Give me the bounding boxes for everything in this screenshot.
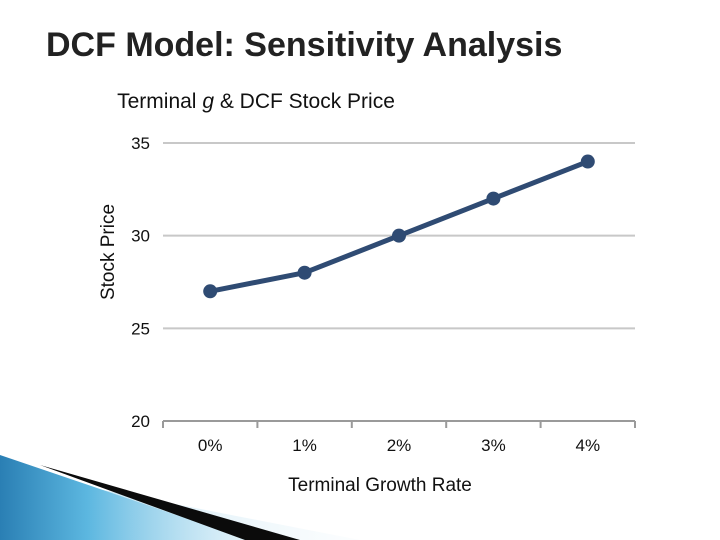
x-tick-label: 1%: [292, 436, 317, 455]
y-tick-label: 35: [131, 134, 150, 153]
y-tick-label: 30: [131, 227, 150, 246]
chart-title-italic: g: [202, 90, 214, 113]
data-point: [203, 284, 218, 299]
x-tick-label: 4%: [576, 436, 601, 455]
data-point: [580, 154, 595, 169]
y-tick-label: 20: [131, 412, 150, 431]
y-axis-ticks: 20 25 30 35: [131, 134, 150, 431]
x-tick-label: 0%: [198, 436, 223, 455]
data-point: [486, 191, 501, 206]
x-tick-label: 2%: [387, 436, 412, 455]
y-tick-label: 25: [131, 319, 150, 338]
x-axis-ticks: 0% 1% 2% 3% 4%: [198, 436, 600, 455]
series-stock-price: [203, 154, 595, 299]
x-axis-title: Terminal Growth Rate: [288, 475, 472, 496]
swoosh-black: [40, 465, 300, 540]
x-tick-label: 3%: [481, 436, 506, 455]
chart-title-suffix: & DCF Stock Price: [214, 90, 395, 113]
data-point: [297, 265, 312, 280]
x-axis: [162, 420, 636, 428]
y-axis-title: Stock Price: [98, 204, 119, 300]
data-point: [392, 228, 406, 243]
chart-title: Terminal g & DCF Stock Price: [0, 90, 512, 114]
slide-title: DCF Model: Sensitivity Analysis: [46, 26, 563, 64]
chart-title-prefix: Terminal: [117, 90, 203, 113]
